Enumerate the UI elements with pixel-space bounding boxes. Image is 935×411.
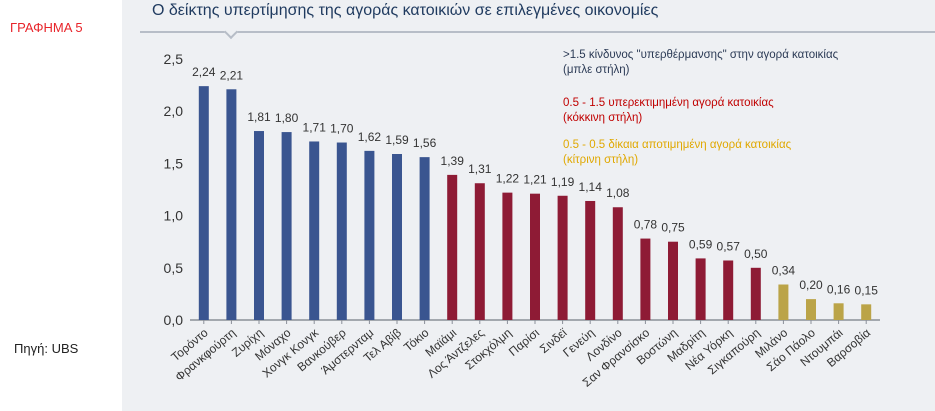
bar — [474, 183, 485, 320]
bar-value-label: 1,14 — [579, 180, 603, 194]
bar — [364, 150, 375, 320]
bar — [309, 141, 320, 320]
bar-value-label: 1,59 — [385, 133, 409, 147]
y-tick-label: 0,0 — [164, 312, 184, 328]
bar-value-label: 0,59 — [689, 237, 713, 251]
bar — [281, 132, 292, 320]
figure-label: ΓΡΑΦΗΜΑ 5 — [10, 20, 83, 35]
title-divider — [140, 31, 935, 33]
bar — [254, 131, 264, 320]
bar — [557, 195, 568, 320]
legend-blue-line2: (μπλε στήλη) — [563, 64, 630, 76]
bar-value-label: 1,19 — [551, 175, 575, 189]
bar — [419, 157, 430, 320]
bar — [695, 258, 706, 320]
chart-title: Ο δείκτης υπερτίμησης της αγοράς κατοικι… — [152, 2, 659, 19]
bar-value-label: 1,31 — [468, 162, 492, 176]
bar-value-label: 1,22 — [496, 172, 520, 186]
bar-value-label: 1,08 — [606, 186, 630, 200]
bar-value-label: 0,78 — [634, 218, 658, 232]
bar-value-label: 1,39 — [441, 154, 465, 168]
bar-value-label: 2,24 — [192, 65, 216, 79]
source-label: Πηγή: UBS — [14, 341, 79, 356]
bar-value-label: 0,16 — [827, 282, 851, 296]
bar-value-label: 1,71 — [303, 120, 327, 134]
y-tick-label: 0,5 — [164, 260, 184, 276]
bar-value-label: 1,80 — [275, 111, 299, 125]
x-category-label: Παρίσι — [506, 325, 542, 359]
bar — [806, 299, 816, 320]
legend-red-line1: 0.5 - 1.5 υπερεκτιμημένη αγορά κατοικίας — [563, 97, 774, 109]
bar — [723, 260, 734, 320]
bar — [226, 89, 237, 320]
bar-value-label: 1,62 — [358, 130, 382, 144]
bar — [640, 238, 651, 320]
bar-value-label: 2,21 — [220, 68, 244, 82]
bar — [750, 267, 761, 320]
bar — [668, 241, 678, 320]
bar-value-label: 1,81 — [247, 110, 271, 124]
bar — [833, 303, 844, 320]
legend-yellow: 0.5 - 0.5 δίκαια αποτιμημένη αγορά κατοι… — [563, 138, 791, 168]
bar-value-label: 0,57 — [717, 239, 741, 253]
bar-value-label: 1,70 — [330, 122, 354, 136]
bar — [198, 86, 209, 320]
bar — [502, 192, 513, 320]
y-tick-label: 1,5 — [164, 155, 184, 171]
legend-yellow-line2: (κίτρινη στήλη) — [563, 154, 639, 166]
bar — [778, 284, 789, 320]
bar — [861, 304, 872, 320]
bar-value-label: 0,34 — [772, 264, 796, 278]
bar-value-label: 0,15 — [855, 283, 879, 297]
bar — [530, 193, 540, 320]
bar — [447, 174, 458, 320]
bar — [612, 207, 623, 320]
bar — [392, 154, 402, 320]
bar-value-label: 0,20 — [799, 278, 823, 292]
y-tick-label: 1,0 — [164, 208, 184, 224]
bar-value-label: 0,75 — [661, 221, 685, 235]
bar-value-label: 1,21 — [523, 173, 547, 187]
legend-blue: >1.5 κίνδυνος "υπερθέρμανσης" στην αγορά… — [563, 48, 838, 78]
bar-value-label: 1,56 — [413, 136, 437, 150]
legend-yellow-line1: 0.5 - 0.5 δίκαια αποτιμημένη αγορά κατοι… — [563, 139, 792, 151]
legend-blue-line1: >1.5 κίνδυνος "υπερθέρμανσης" στην αγορά… — [563, 49, 839, 61]
y-tick-label: 2,5 — [164, 51, 184, 67]
legend-red-line2: (κόκκινη στήλη) — [563, 112, 643, 124]
legend-red: 0.5 - 1.5 υπερεκτιμημένη αγορά κατοικίας… — [563, 96, 774, 126]
y-tick-label: 2,0 — [164, 103, 184, 119]
bar-value-label: 0,50 — [744, 247, 768, 261]
bar — [585, 200, 596, 320]
bar — [336, 142, 347, 320]
